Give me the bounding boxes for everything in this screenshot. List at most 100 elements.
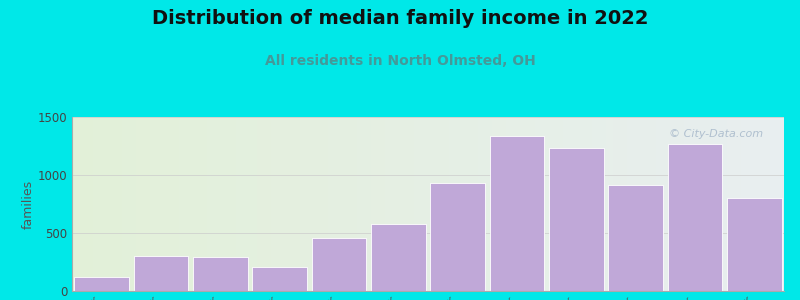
Bar xyxy=(222,117,229,291)
Bar xyxy=(549,117,556,291)
Bar xyxy=(742,117,749,291)
Bar xyxy=(762,117,770,291)
Bar xyxy=(450,117,457,291)
Bar xyxy=(642,117,649,291)
Bar xyxy=(713,117,720,291)
Bar xyxy=(556,117,563,291)
Bar xyxy=(350,117,357,291)
Bar xyxy=(114,117,122,291)
Bar xyxy=(698,117,706,291)
Bar xyxy=(386,117,393,291)
Bar xyxy=(542,117,549,291)
Bar xyxy=(79,117,86,291)
Bar xyxy=(485,117,492,291)
Text: © City-Data.com: © City-Data.com xyxy=(669,129,762,139)
Bar xyxy=(777,117,784,291)
Bar xyxy=(357,117,364,291)
Bar xyxy=(207,117,214,291)
Bar xyxy=(734,117,742,291)
Text: All residents in North Olmsted, OH: All residents in North Olmsted, OH xyxy=(265,54,535,68)
Bar xyxy=(342,117,350,291)
Bar xyxy=(606,117,613,291)
Bar xyxy=(464,117,470,291)
Bar xyxy=(620,117,627,291)
Bar xyxy=(755,117,762,291)
Bar xyxy=(252,267,307,291)
Bar xyxy=(514,117,521,291)
Bar xyxy=(521,117,528,291)
Bar xyxy=(613,117,620,291)
Bar xyxy=(457,117,464,291)
Bar xyxy=(101,117,107,291)
Bar xyxy=(506,117,514,291)
Bar xyxy=(229,117,236,291)
Bar xyxy=(74,277,129,291)
Bar xyxy=(720,117,727,291)
Bar xyxy=(549,148,604,291)
Bar xyxy=(193,117,200,291)
Bar xyxy=(563,117,570,291)
Bar xyxy=(435,117,442,291)
Bar xyxy=(414,117,421,291)
Bar xyxy=(528,117,535,291)
Bar xyxy=(399,117,406,291)
Bar xyxy=(634,117,642,291)
Bar xyxy=(393,117,399,291)
Bar xyxy=(578,117,585,291)
Y-axis label: families: families xyxy=(22,179,34,229)
Bar xyxy=(656,117,663,291)
Bar xyxy=(328,117,335,291)
Bar xyxy=(364,117,371,291)
Bar xyxy=(312,238,366,291)
Bar xyxy=(585,117,592,291)
Bar xyxy=(499,117,506,291)
Bar xyxy=(335,117,342,291)
Bar xyxy=(378,117,386,291)
Bar xyxy=(684,117,691,291)
Bar xyxy=(749,117,755,291)
Bar xyxy=(86,117,94,291)
Bar xyxy=(150,117,158,291)
Bar xyxy=(321,117,328,291)
Bar xyxy=(592,117,599,291)
Bar xyxy=(278,117,286,291)
Bar xyxy=(492,117,499,291)
Bar xyxy=(134,256,188,291)
Bar xyxy=(72,117,79,291)
Bar xyxy=(293,117,300,291)
Bar xyxy=(371,117,378,291)
Bar xyxy=(243,117,250,291)
Bar xyxy=(314,117,322,291)
Bar xyxy=(129,117,136,291)
Bar xyxy=(107,117,114,291)
Bar xyxy=(608,185,663,291)
Bar xyxy=(663,117,670,291)
Bar xyxy=(677,117,684,291)
Bar xyxy=(158,117,165,291)
Bar xyxy=(136,117,143,291)
Bar xyxy=(214,117,222,291)
Bar xyxy=(300,117,307,291)
Bar xyxy=(250,117,257,291)
Bar xyxy=(670,117,677,291)
Bar xyxy=(143,117,150,291)
Bar xyxy=(706,117,713,291)
Bar xyxy=(264,117,271,291)
Bar xyxy=(236,117,243,291)
Bar xyxy=(186,117,193,291)
Bar xyxy=(122,117,129,291)
Bar xyxy=(727,117,734,291)
Bar xyxy=(428,117,435,291)
Bar xyxy=(691,117,698,291)
Bar xyxy=(193,257,248,291)
Bar xyxy=(430,183,485,291)
Bar xyxy=(668,144,722,291)
Bar xyxy=(534,117,542,291)
Bar xyxy=(490,136,544,291)
Bar xyxy=(172,117,179,291)
Bar xyxy=(442,117,450,291)
Bar xyxy=(470,117,478,291)
Bar xyxy=(286,117,293,291)
Bar xyxy=(94,117,101,291)
Bar xyxy=(599,117,606,291)
